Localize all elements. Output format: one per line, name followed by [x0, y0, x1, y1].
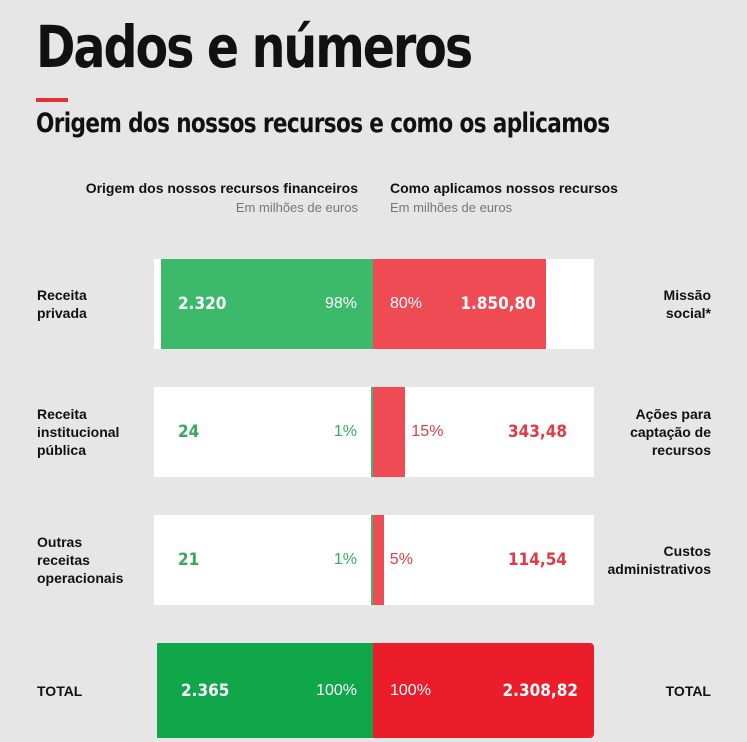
data-row: Outras receitas operacionais Custos administ…	[0, 515, 747, 605]
use-value: 2.308,82	[502, 680, 578, 701]
source-value: 21	[178, 550, 200, 570]
use-label: Ações para captação de recursos	[630, 405, 711, 458]
use-percent: 15%	[411, 423, 444, 440]
use-bar	[373, 643, 594, 738]
use-bar	[373, 259, 546, 349]
use-bar	[373, 515, 384, 605]
source-bar	[370, 515, 373, 605]
sources-column-header: Origem dos nossos recursos financeiros E…	[86, 180, 358, 215]
total-row: TOTAL TOTAL 2.365 100% 100% 2.308,82	[0, 643, 747, 738]
use-label: Missão social*	[663, 287, 711, 322]
bar-card: 21 1% 5% 114,54	[154, 515, 594, 605]
source-value: 2.365	[181, 680, 230, 701]
use-percent: 80%	[390, 295, 423, 312]
source-percent: 1%	[333, 423, 357, 440]
source-percent: 100%	[316, 681, 357, 699]
use-bar	[373, 387, 406, 477]
title-accent-rule	[36, 98, 68, 102]
source-percent: 1%	[333, 551, 357, 568]
use-value: 114,54	[507, 550, 567, 570]
source-bar	[161, 259, 373, 349]
use-value: 343,48	[507, 422, 567, 442]
source-bar	[370, 387, 373, 477]
bar-card: 24 1% 15% 343,48	[154, 387, 594, 477]
source-value: 24	[178, 422, 200, 442]
uses-column-header: Como aplicamos nossos recursos Em milhõe…	[390, 180, 618, 215]
use-label: Custos administrativos	[607, 543, 711, 578]
source-value: 2.320	[178, 294, 227, 314]
uses-header-title: Como aplicamos nossos recursos	[390, 180, 618, 196]
bar-card: 2.365 100% 100% 2.308,82	[154, 643, 594, 738]
source-label: Receita privada	[37, 287, 87, 322]
bar-card: 2.320 98% 80% 1.850,80	[154, 259, 594, 349]
use-value: 1.850,80	[460, 294, 536, 314]
source-percent: 98%	[324, 295, 357, 312]
source-bar	[157, 643, 373, 738]
use-percent: 5%	[389, 551, 413, 568]
page-title: Dados e números	[36, 13, 473, 81]
use-label: TOTAL	[665, 682, 711, 699]
data-row: Receita privada Missão social* 2.320 98% 80% 1.…	[0, 259, 747, 349]
source-label: Outras receitas operacionais	[37, 533, 124, 586]
source-label: TOTAL	[37, 682, 83, 699]
sources-header-unit: Em milhões de euros	[235, 199, 358, 215]
uses-header-unit: Em milhões de euros	[390, 199, 513, 215]
page-subtitle: Origem dos nossos recursos e como os apl…	[36, 108, 610, 139]
use-percent: 100%	[390, 681, 431, 699]
data-row: Receita institucional pública Ações para cap…	[0, 387, 747, 477]
source-label: Receita institucional pública	[37, 405, 120, 458]
sources-header-title: Origem dos nossos recursos financeiros	[85, 180, 358, 196]
